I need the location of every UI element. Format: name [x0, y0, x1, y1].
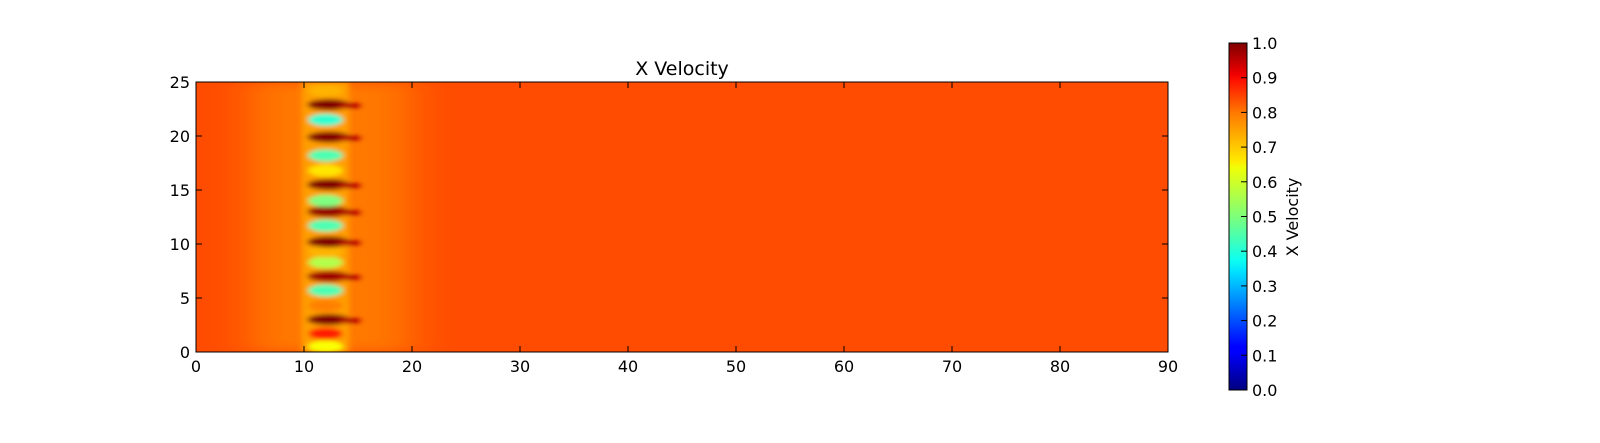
colorbar-tick-label: 0.9 — [1252, 69, 1277, 88]
band-1 — [308, 327, 343, 340]
x-tick-label: 0 — [191, 357, 201, 376]
x-axis: 0 10 20 30 40 50 60 70 80 90 — [191, 82, 1178, 376]
x-tick-label: 90 — [1158, 357, 1178, 376]
y-axis: 0 5 10 15 20 25 — [170, 73, 1168, 362]
colorbar: 0.0 0.1 0.2 0.3 0.4 0.5 0.6 0.7 0.8 0.9 1.0 X Velo… — [1228, 34, 1302, 400]
band-18 — [308, 84, 343, 97]
colorbar-tick-label: 0.6 — [1252, 173, 1277, 192]
disturbance-bands — [301, 82, 362, 352]
x-tick-label: 10 — [294, 357, 314, 376]
band-tail-10 — [337, 209, 362, 216]
colorbar-ticks: 0.0 0.1 0.2 0.3 0.4 0.5 0.6 0.7 0.8 0.9 1.0 — [1241, 34, 1277, 400]
y-tick-label: 15 — [170, 181, 190, 200]
x-tick-label: 40 — [618, 357, 638, 376]
heatmap-area — [196, 82, 1168, 352]
band-11 — [308, 194, 343, 207]
band-tail-5 — [337, 274, 362, 281]
colorbar-tick-label: 0.7 — [1252, 138, 1277, 157]
band-9 — [308, 219, 343, 232]
x-tick-label: 30 — [510, 357, 530, 376]
colorbar-tick-label: 0.3 — [1252, 277, 1277, 296]
x-tick-label: 80 — [1050, 357, 1070, 376]
band-7 — [308, 245, 343, 258]
band-16 — [308, 113, 343, 126]
band-0 — [308, 340, 343, 352]
band-tail-12 — [337, 182, 362, 189]
colorbar-tick-label: 0.4 — [1252, 242, 1277, 261]
y-tick-label: 25 — [170, 73, 190, 92]
x-tick-label: 70 — [942, 357, 962, 376]
x-tick-label: 60 — [834, 357, 854, 376]
x-tick-label: 50 — [726, 357, 746, 376]
y-tick-label: 5 — [180, 289, 190, 308]
x-tick-label: 20 — [402, 357, 422, 376]
band-tail-17 — [337, 102, 362, 109]
y-tick-label: 0 — [180, 343, 190, 362]
colorbar-tick-label: 1.0 — [1252, 34, 1277, 53]
plot-frame — [195, 81, 1169, 353]
band-6 — [308, 256, 343, 269]
colorbar-tick-label: 0.0 — [1252, 381, 1277, 400]
band-13 — [308, 164, 343, 177]
band-tail-2 — [337, 317, 362, 324]
chart-title: X Velocity — [635, 58, 729, 80]
colorbar-tick-label: 0.5 — [1252, 208, 1277, 227]
y-tick-label: 10 — [170, 235, 190, 254]
colorbar-tick-label: 0.1 — [1252, 346, 1277, 365]
colorbar-tick-label: 0.2 — [1252, 312, 1277, 331]
band-tail-15 — [337, 135, 362, 142]
band-14 — [308, 149, 343, 162]
band-tail-8 — [337, 239, 362, 246]
y-tick-label: 20 — [170, 127, 190, 146]
band-4 — [308, 284, 343, 297]
band-3 — [308, 299, 343, 312]
colorbar-tick-label: 0.8 — [1252, 103, 1277, 122]
colorbar-label: X Velocity — [1283, 178, 1302, 257]
